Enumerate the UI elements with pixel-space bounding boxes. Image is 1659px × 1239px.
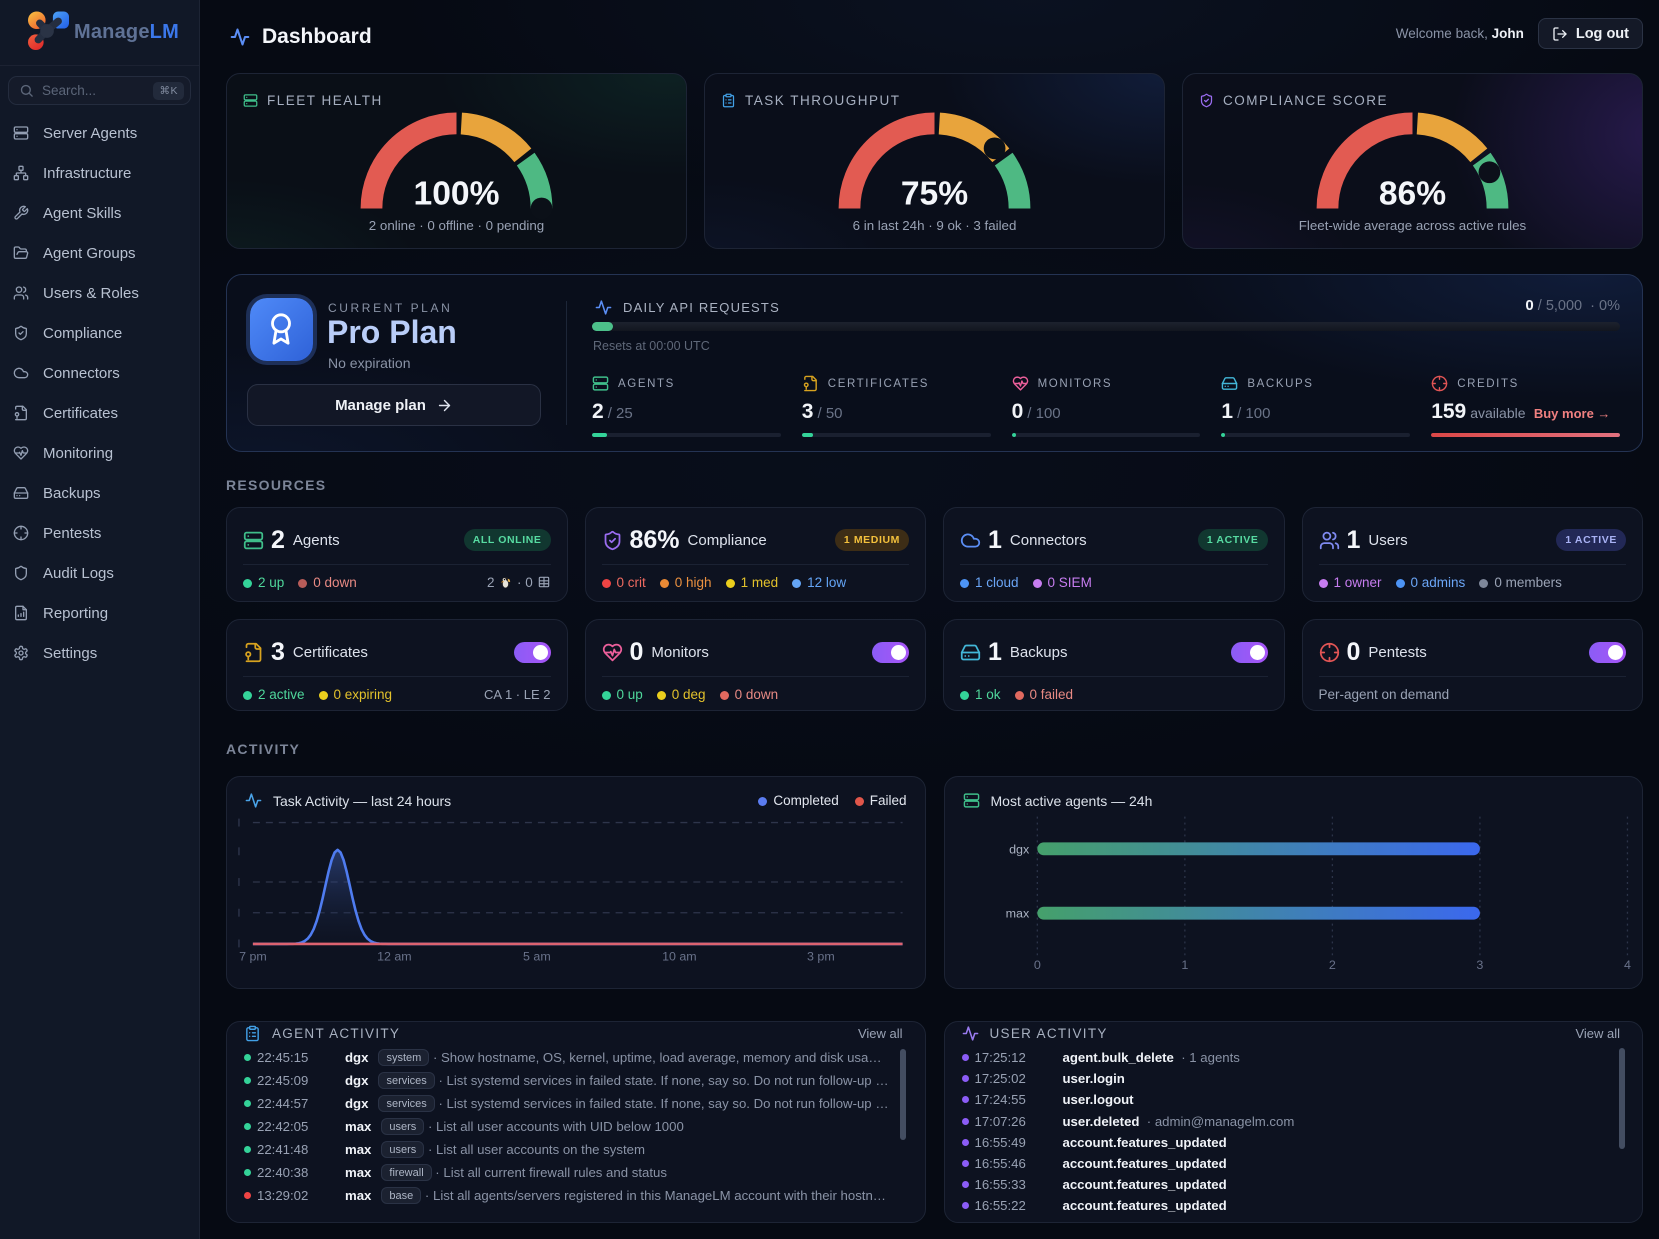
svg-text:3 pm: 3 pm [807, 949, 835, 963]
svg-text:4: 4 [1623, 958, 1630, 972]
svg-text:5 am: 5 am [523, 949, 551, 963]
svg-text:86%: 86% [1379, 176, 1446, 213]
svg-text:Fleet-wide average across acti: Fleet-wide average across active rules [1299, 218, 1527, 233]
svg-text:7 pm: 7 pm [239, 949, 267, 963]
svg-text:dgx: dgx [1009, 842, 1030, 856]
svg-text:1: 1 [1181, 958, 1188, 972]
svg-text:2: 2 [1328, 958, 1335, 972]
svg-text:max: max [1005, 907, 1029, 921]
svg-text:100%: 100% [414, 176, 500, 213]
svg-text:12 am: 12 am [377, 949, 412, 963]
svg-text:2 online · 0 offline · 0 pendi: 2 online · 0 offline · 0 pending [369, 218, 544, 233]
svg-text:75%: 75% [901, 176, 968, 213]
svg-text:6 in last 24h · 9 ok · 3 faile: 6 in last 24h · 9 ok · 3 failed [853, 218, 1017, 233]
svg-text:0: 0 [1033, 958, 1040, 972]
svg-text:10 am: 10 am [662, 949, 697, 963]
svg-text:3: 3 [1476, 958, 1483, 972]
